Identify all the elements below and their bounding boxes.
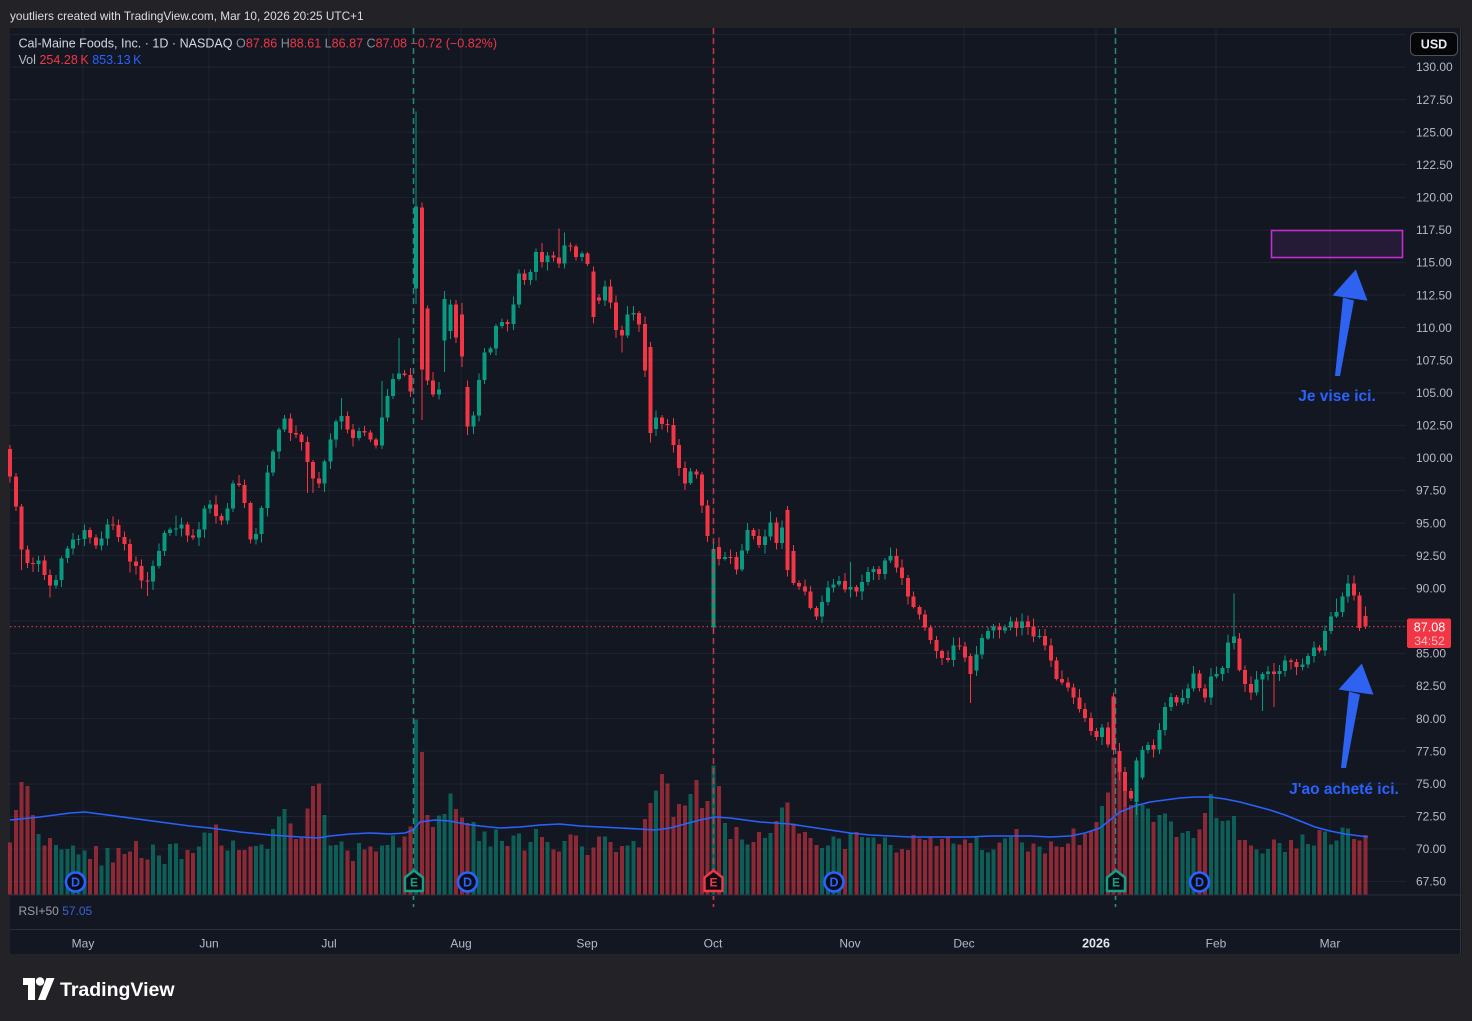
svg-text:Jul: Jul [321, 937, 336, 951]
svg-text:D: D [71, 876, 80, 890]
svg-text:Vol 254.28 K 853.13 K: Vol 254.28 K 853.13 K [19, 53, 143, 67]
svg-text:Dec: Dec [953, 937, 974, 951]
svg-text:107.50: 107.50 [1416, 353, 1453, 367]
svg-text:90.00: 90.00 [1416, 582, 1446, 596]
svg-text:Nov: Nov [839, 937, 860, 951]
svg-text:110.00: 110.00 [1416, 321, 1452, 335]
svg-text:USD: USD [1421, 38, 1447, 52]
svg-text:May: May [72, 937, 95, 951]
svg-text:RSI+50 57.05: RSI+50 57.05 [19, 904, 93, 918]
svg-text:34:52: 34:52 [1414, 634, 1445, 648]
svg-text:122.50: 122.50 [1416, 158, 1453, 172]
svg-text:105.00: 105.00 [1416, 386, 1453, 400]
svg-text:85.00: 85.00 [1416, 647, 1446, 661]
svg-text:130.00: 130.00 [1416, 60, 1453, 74]
svg-text:100.00: 100.00 [1416, 451, 1453, 465]
svg-text:TradingView: TradingView [60, 979, 175, 1001]
svg-text:E: E [709, 876, 717, 890]
svg-text:2026: 2026 [1082, 937, 1110, 951]
svg-text:127.50: 127.50 [1416, 93, 1453, 107]
svg-text:youtliers created with Trading: youtliers created with TradingView.com, … [10, 9, 364, 23]
svg-text:115.00: 115.00 [1416, 256, 1452, 270]
svg-text:117.50: 117.50 [1416, 223, 1452, 237]
svg-text:92.50: 92.50 [1416, 549, 1446, 563]
svg-text:Cal-Maine Foods, Inc. · 1D · N: Cal-Maine Foods, Inc. · 1D · NASDAQ O87.… [19, 37, 498, 51]
svg-text:Je vise ici.: Je vise ici. [1298, 388, 1376, 405]
svg-text:102.50: 102.50 [1416, 419, 1453, 433]
svg-text:D: D [463, 876, 472, 890]
svg-text:112.50: 112.50 [1416, 288, 1452, 302]
svg-text:125.00: 125.00 [1416, 125, 1453, 139]
svg-text:Aug: Aug [450, 937, 471, 951]
svg-text:Jun: Jun [199, 937, 218, 951]
svg-text:95.00: 95.00 [1416, 516, 1446, 530]
svg-text:120.00: 120.00 [1416, 191, 1453, 205]
svg-text:97.50: 97.50 [1416, 484, 1446, 498]
svg-text:Oct: Oct [704, 937, 723, 951]
svg-text:87.08: 87.08 [1414, 621, 1446, 635]
svg-text:67.50: 67.50 [1416, 875, 1446, 889]
svg-text:82.50: 82.50 [1416, 679, 1446, 693]
svg-text:J'ao acheté ici.: J'ao acheté ici. [1289, 781, 1399, 798]
svg-text:E: E [1112, 876, 1120, 890]
svg-text:77.50: 77.50 [1416, 744, 1446, 758]
svg-text:Feb: Feb [1206, 937, 1227, 951]
svg-text:Sep: Sep [576, 937, 598, 951]
svg-text:D: D [1195, 876, 1204, 890]
svg-text:75.00: 75.00 [1416, 777, 1446, 791]
svg-text:80.00: 80.00 [1416, 712, 1446, 726]
svg-text:E: E [410, 876, 418, 890]
svg-text:72.50: 72.50 [1416, 810, 1446, 824]
svg-text:D: D [829, 876, 838, 890]
svg-text:Mar: Mar [1320, 937, 1341, 951]
svg-text:70.00: 70.00 [1416, 842, 1446, 856]
